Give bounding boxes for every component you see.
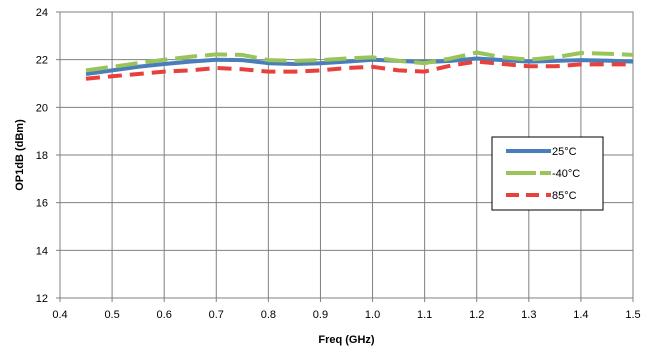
y-tick-label: 22 <box>36 55 48 67</box>
y-tick-label: 16 <box>36 198 48 210</box>
x-tick-label: 0.5 <box>104 309 119 321</box>
x-tick-label: 0.7 <box>209 309 224 321</box>
y-axis-title: OP1dB (dBm) <box>14 119 26 191</box>
x-tick-label: 1.2 <box>469 309 484 321</box>
legend-items: 25°C -40°C 85°C <box>506 146 580 202</box>
x-tick-label: 0.4 <box>52 309 67 321</box>
legend-label-1: 25°C <box>552 146 577 158</box>
y-tick-label: 24 <box>36 7 48 19</box>
series-line-1 <box>85 56 634 76</box>
series-lines <box>85 50 634 81</box>
x-tick-label: 1.3 <box>521 309 536 321</box>
x-tick-label: 0.8 <box>261 309 276 321</box>
y-tick-label: 18 <box>36 150 48 162</box>
y-tick-label: 20 <box>36 102 48 114</box>
y-axis-ticks: 12 14 16 18 20 22 24 <box>36 7 60 305</box>
x-axis-title: Freq (GHz) <box>318 334 375 346</box>
y-tick-label: 12 <box>36 293 48 305</box>
legend-label-2: -40°C <box>552 168 580 180</box>
legend-label-3: 85°C <box>552 190 577 202</box>
x-tick-label: 1.4 <box>573 309 588 321</box>
y-tick-label: 14 <box>36 245 48 257</box>
x-tick-label: 0.6 <box>157 309 172 321</box>
series-line-2 <box>85 50 634 73</box>
legend: 25°C -40°C 85°C <box>491 136 604 211</box>
series-line-3 <box>85 59 633 81</box>
x-tick-label: 1.5 <box>625 309 640 321</box>
x-tick-label: 0.9 <box>313 309 328 321</box>
x-tick-label: 1.1 <box>417 309 432 321</box>
x-axis-ticks: 0.4 0.5 0.6 0.7 0.8 0.9 1.0 1.1 1.2 1.3 1.4 1.5 <box>52 298 641 321</box>
x-tick-label: 1.0 <box>365 309 380 321</box>
